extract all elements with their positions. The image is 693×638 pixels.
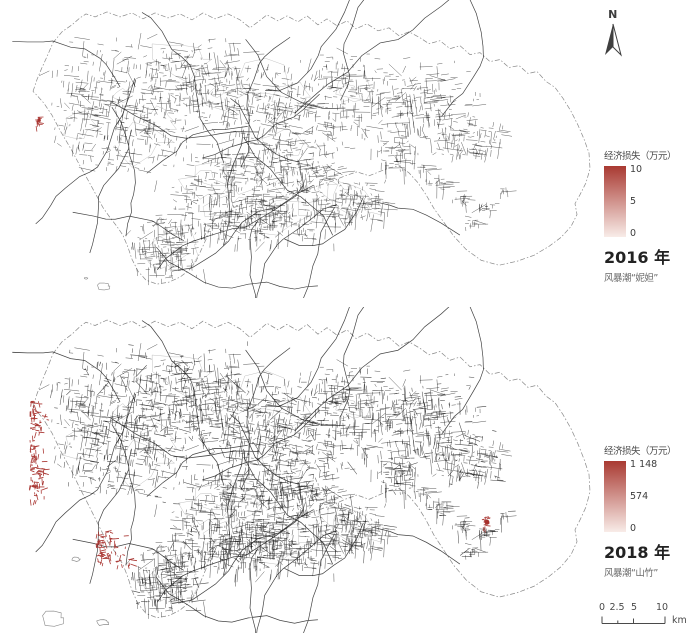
- scale-label-0: 0: [598, 602, 606, 613]
- legend-year: 2016 年: [604, 248, 671, 267]
- scale-unit: km: [672, 615, 687, 626]
- legend-body: 1 148 574 0: [604, 459, 692, 534]
- legend-title: 经济损失（万元）: [604, 446, 677, 457]
- north-label: N: [608, 8, 618, 21]
- legend-gradient-bar: [604, 461, 626, 532]
- north-arrow: N: [597, 9, 629, 58]
- scale-label-10: 10: [655, 602, 669, 613]
- legend-tick-mid: 574: [630, 491, 649, 502]
- scale-label-5: 5: [630, 602, 638, 613]
- map-2016-road-network: [12, 0, 591, 298]
- legend-2018: 经济损失（万元） 1 148 574 0 2018 年 风暴潮“山竹”: [604, 446, 692, 579]
- legend-tick-min: 0: [630, 523, 637, 534]
- scale-bar-line: [601, 616, 666, 624]
- legend-storm-name: 风暴潮“山竹”: [604, 568, 658, 579]
- north-arrow-icon: [605, 23, 622, 57]
- legend-tick-labels: 10 5 0: [630, 164, 643, 239]
- legend-tick-max: 1 148: [630, 459, 658, 470]
- legend-tick-labels: 1 148 574 0: [630, 459, 658, 534]
- legend-year: 2018 年: [604, 543, 671, 562]
- legend-2016: 经济损失（万元） 10 5 0 2016 年 风暴潮“妮妲”: [604, 151, 692, 284]
- legend-tick-min: 0: [630, 228, 637, 239]
- legend-gradient-bar: [604, 166, 626, 237]
- legend-tick-mid: 5: [630, 196, 637, 207]
- scale-label-25: 2.5: [609, 602, 625, 613]
- legend-body: 10 5 0: [604, 164, 692, 239]
- map-2018-road-network: [12, 307, 591, 633]
- legend-title: 经济损失（万元）: [604, 151, 677, 162]
- legend-storm-name: 风暴潮“妮妲”: [604, 273, 658, 284]
- legend-tick-max: 10: [630, 164, 643, 175]
- scale-bar: 0 2.5 5 10 km: [596, 603, 693, 635]
